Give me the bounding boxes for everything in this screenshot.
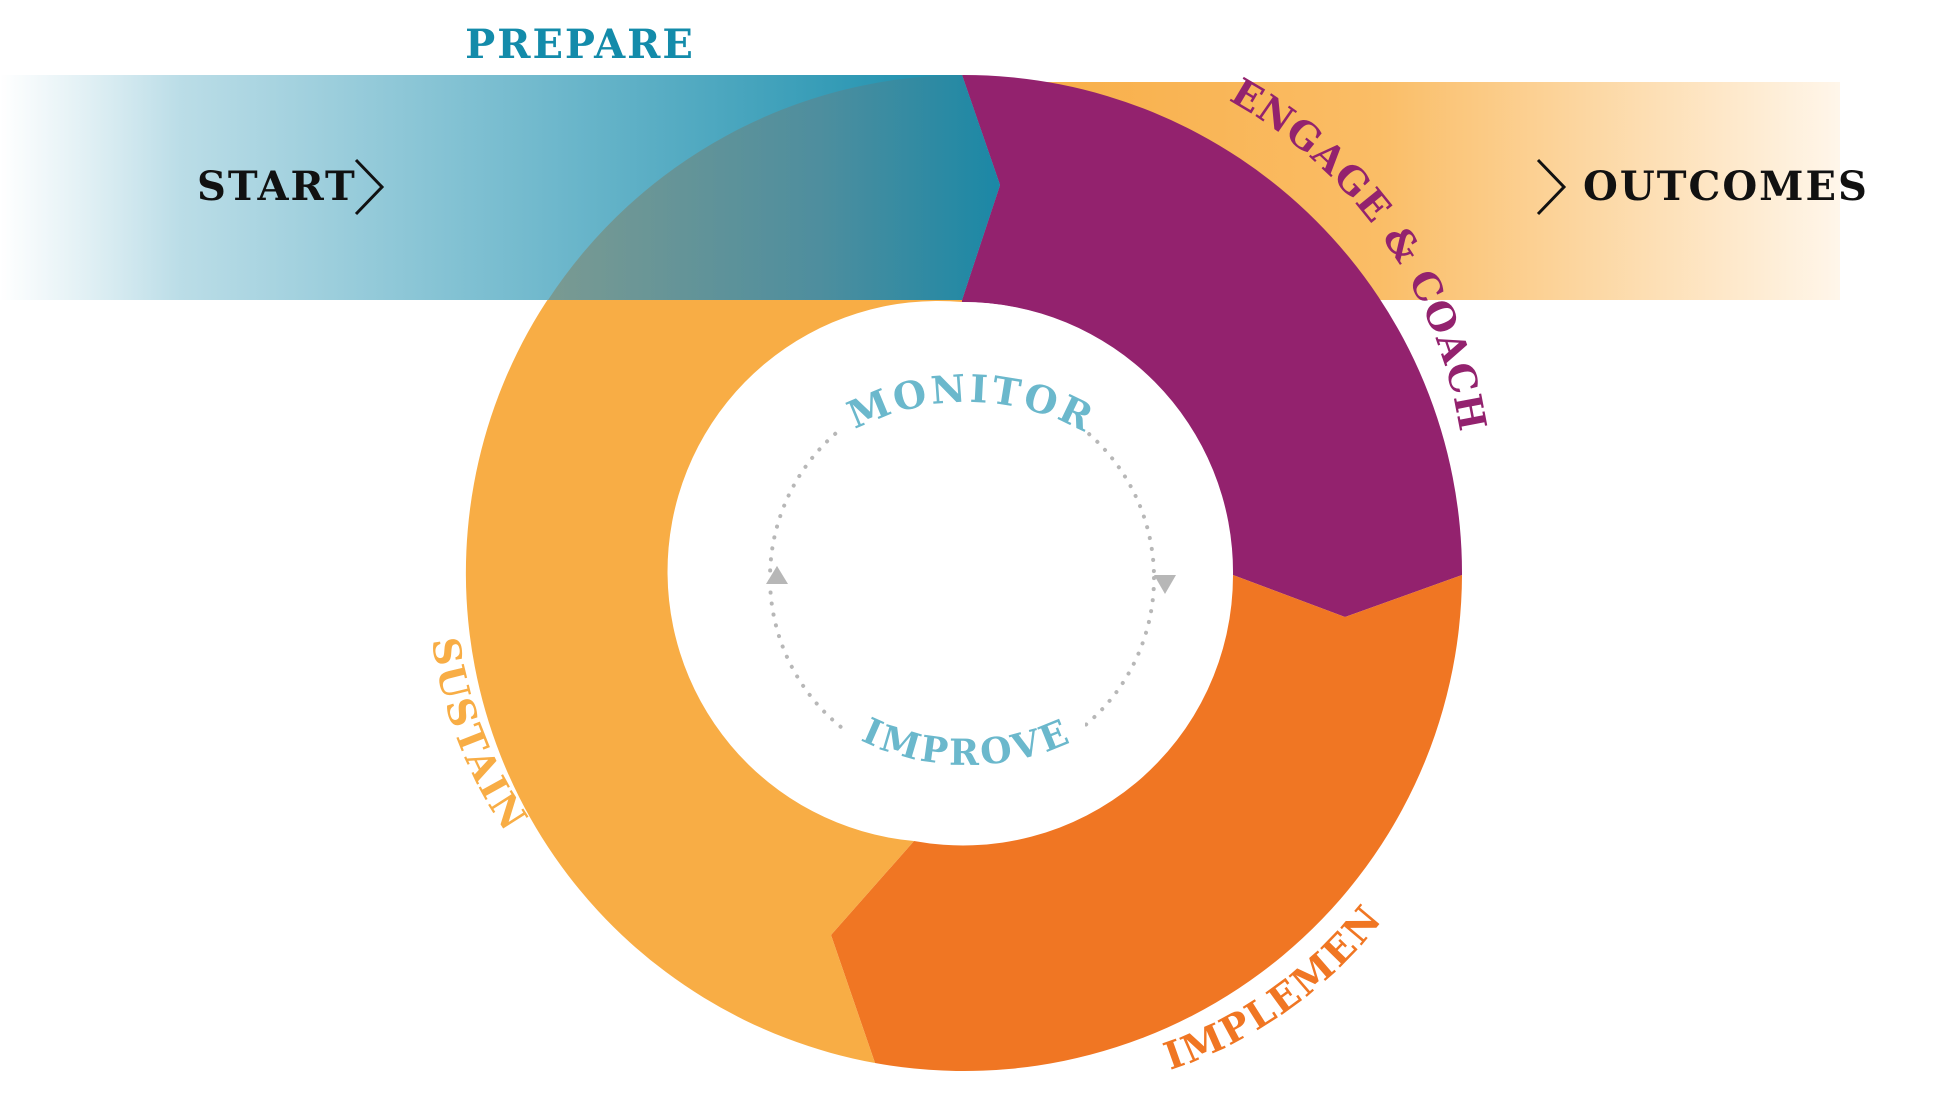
outcomes-label: OUTCOMES bbox=[1583, 163, 1869, 210]
implement-segment bbox=[831, 575, 1462, 1072]
prepare-label: PREPARE bbox=[465, 21, 695, 68]
start-label: START bbox=[197, 163, 357, 210]
improve-label-bg bbox=[845, 712, 1085, 778]
prepare-ring-overlap bbox=[548, 75, 1000, 300]
sustain-segment bbox=[465, 75, 962, 1063]
triangle-up-icon bbox=[766, 566, 788, 584]
triangle-down-icon bbox=[1154, 575, 1176, 594]
chevron-right-icon bbox=[354, 158, 385, 216]
chevron-right-icon bbox=[1536, 158, 1567, 216]
inner-circle bbox=[692, 302, 1232, 842]
engage-coach-segment bbox=[962, 74, 1463, 618]
monitor-label-bg bbox=[840, 380, 1085, 440]
